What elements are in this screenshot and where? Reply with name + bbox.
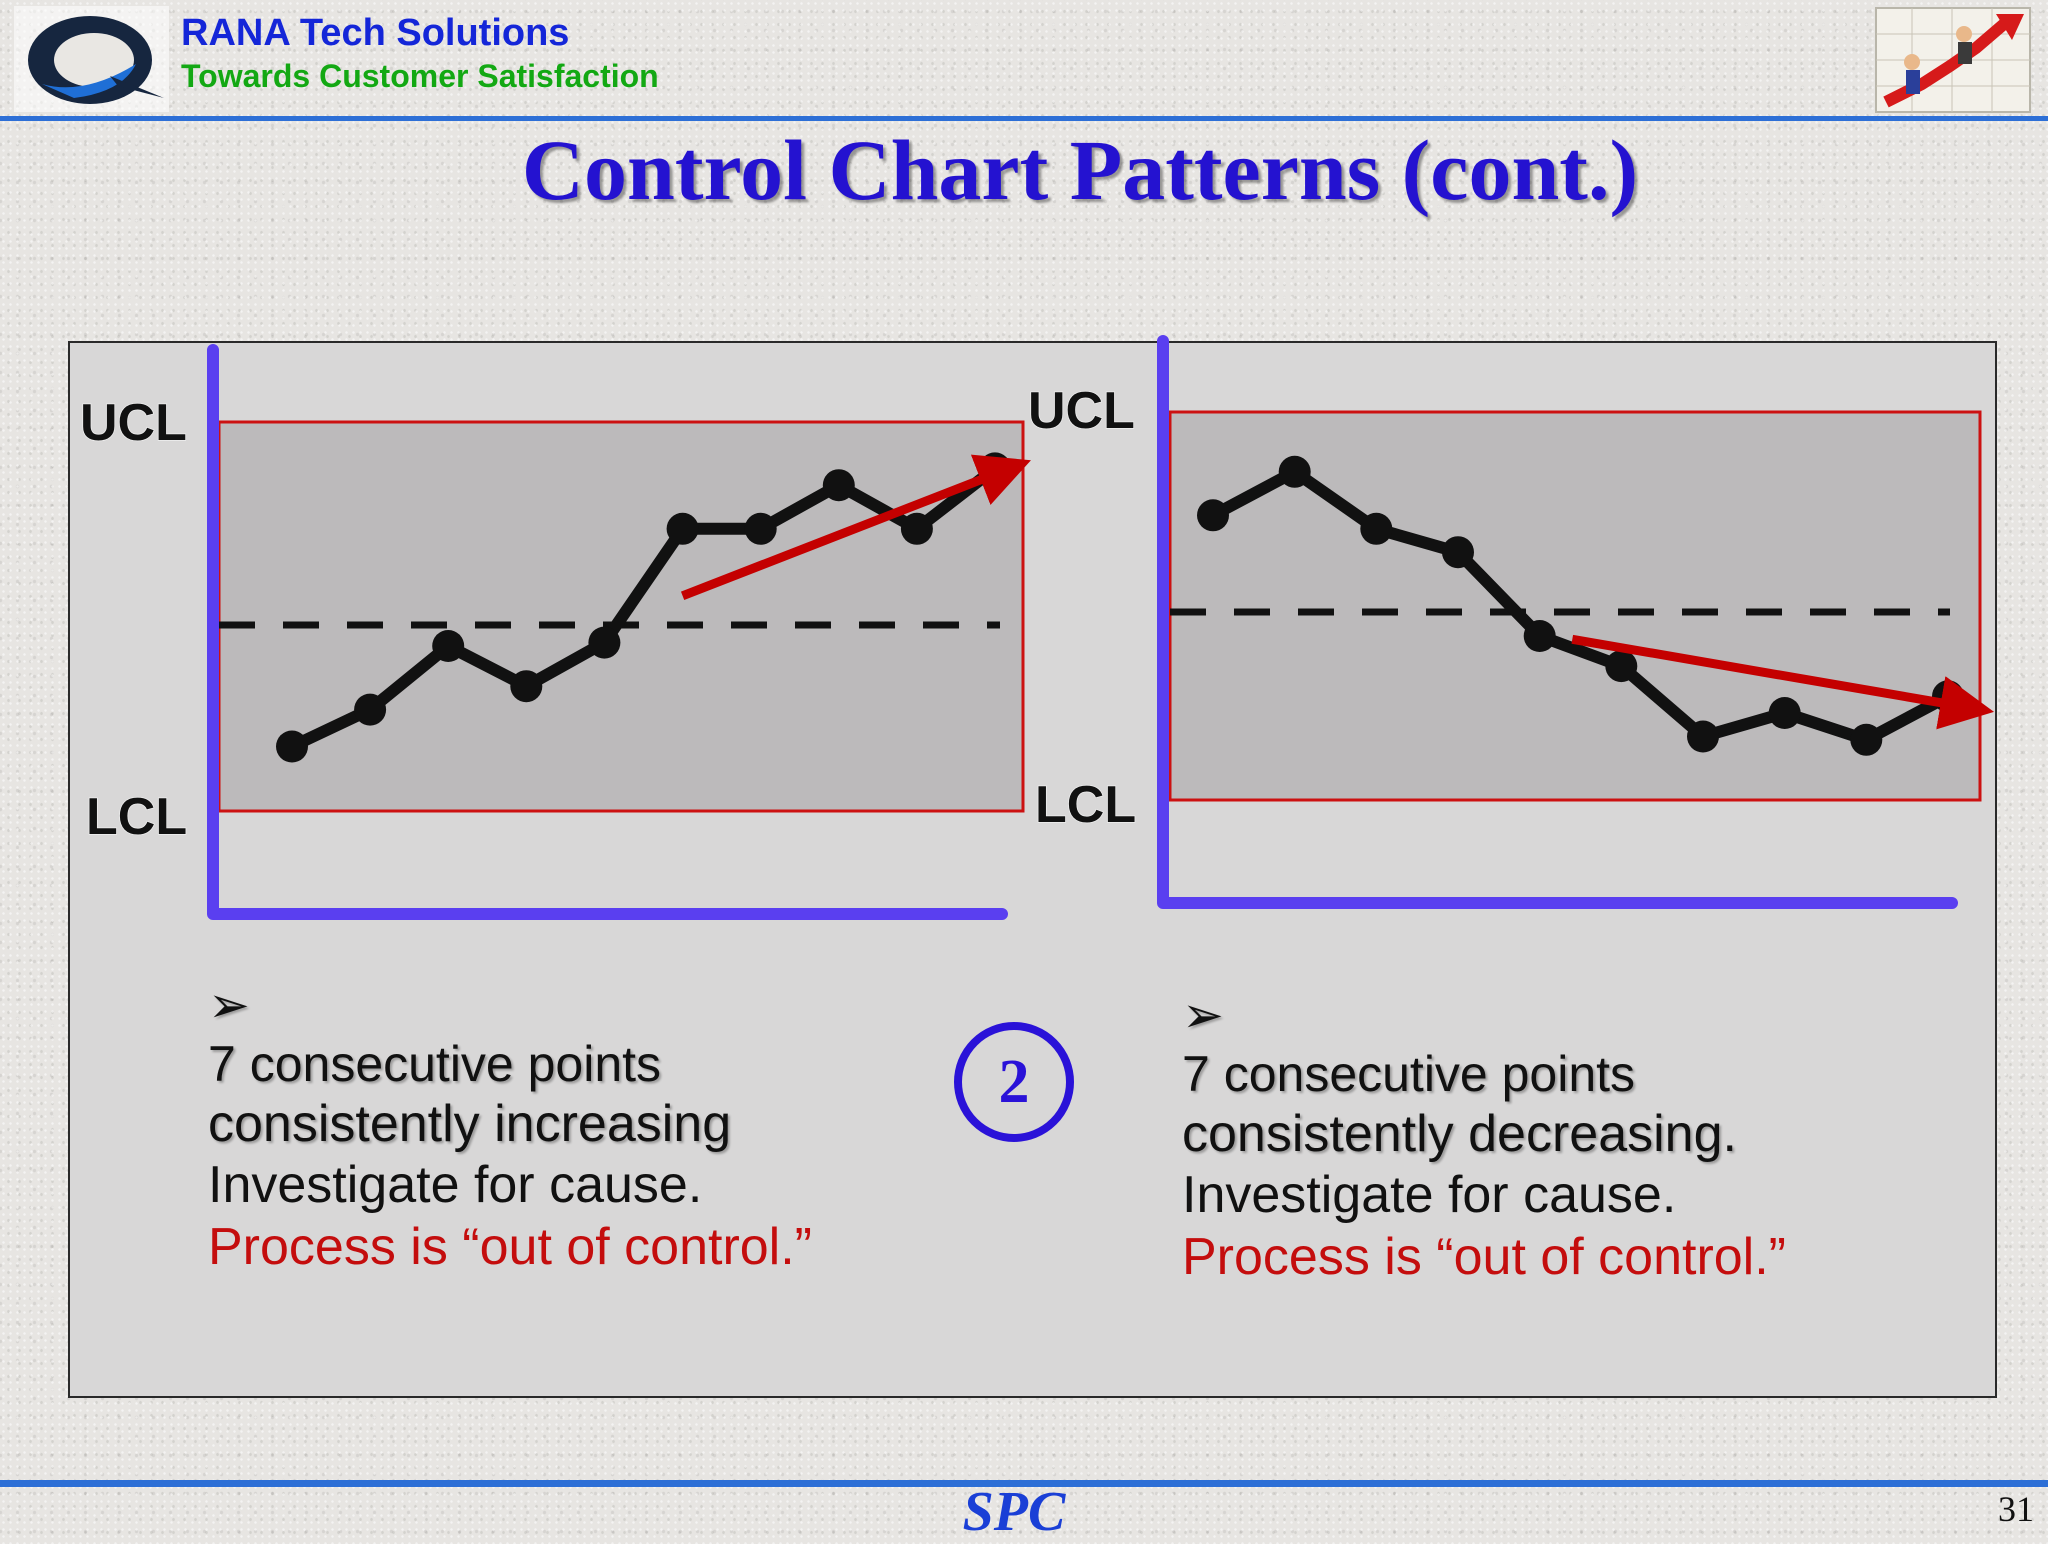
company-name: RANA Tech Solutions bbox=[181, 12, 570, 54]
slide-title: Control Chart Patterns (cont.) bbox=[521, 122, 1639, 218]
footer-rule bbox=[0, 1480, 2048, 1487]
data-point bbox=[1605, 650, 1638, 683]
company-tagline: Towards Customer Satisfaction bbox=[181, 58, 659, 94]
data-point bbox=[1278, 455, 1311, 488]
data-point bbox=[432, 630, 465, 662]
data-series bbox=[1197, 455, 1995, 756]
data-series bbox=[276, 452, 1031, 763]
description-line-3: Investigate for cause. bbox=[1182, 1166, 1677, 1225]
control-chart-increasing: UCL LCL bbox=[79, 344, 1031, 920]
trend-arrow bbox=[680, 454, 1031, 600]
company-logo bbox=[14, 6, 169, 112]
description-line-2: consistently decreasing. bbox=[1182, 1105, 1737, 1163]
data-point bbox=[1360, 512, 1393, 545]
data-point bbox=[1523, 620, 1556, 652]
data-point bbox=[588, 626, 621, 659]
out-of-control-text: Process is “out of control.” bbox=[208, 1217, 812, 1276]
bullet-arrow-icon: ➢ bbox=[208, 977, 250, 1033]
y-axis bbox=[207, 344, 1008, 920]
data-point bbox=[510, 670, 543, 703]
lcl-label: LCL bbox=[1035, 776, 1136, 834]
data-point bbox=[666, 512, 699, 545]
data-point bbox=[1850, 723, 1883, 756]
out-of-control-text: Process is “out of control.” bbox=[1182, 1227, 1786, 1286]
header-rule bbox=[0, 116, 2048, 121]
data-point bbox=[1687, 720, 1719, 753]
description-line-1: ➢ 7 consecutive points bbox=[1182, 986, 1786, 1104]
description-right: ➢ 7 consecutive points consistently decr… bbox=[1182, 986, 1786, 1288]
description-line-3: Investigate for cause. bbox=[208, 1156, 703, 1215]
y-axis bbox=[1157, 335, 1958, 909]
pattern-number-badge: 2 bbox=[954, 1022, 1074, 1142]
data-point bbox=[900, 512, 933, 545]
data-point bbox=[354, 693, 387, 726]
growth-chart-clipart bbox=[1875, 7, 2031, 113]
description-line-1: ➢ 7 consecutive points bbox=[208, 976, 812, 1094]
trend-arrow bbox=[1571, 634, 1995, 730]
data-point bbox=[744, 512, 777, 545]
series-line bbox=[1210, 465, 1951, 746]
ucl-label: UCL bbox=[1028, 382, 1135, 440]
lcl-label: LCL bbox=[86, 788, 187, 846]
page-number: 31 bbox=[1998, 1489, 2034, 1529]
description-line-2: consistently increasing bbox=[208, 1095, 732, 1153]
series-line bbox=[289, 463, 999, 752]
data-point bbox=[1768, 697, 1801, 729]
footer-label: SPC bbox=[962, 1481, 1066, 1543]
data-point bbox=[1442, 536, 1474, 569]
data-point bbox=[1197, 499, 1229, 532]
data-point bbox=[276, 730, 308, 763]
ucl-label: UCL bbox=[80, 394, 187, 452]
bullet-arrow-icon: ➢ bbox=[1182, 987, 1224, 1043]
data-point bbox=[822, 469, 855, 502]
control-chart-decreasing: UCL LCL bbox=[1027, 335, 1995, 909]
description-left: ➢ 7 consecutive points consistently incr… bbox=[208, 976, 812, 1278]
